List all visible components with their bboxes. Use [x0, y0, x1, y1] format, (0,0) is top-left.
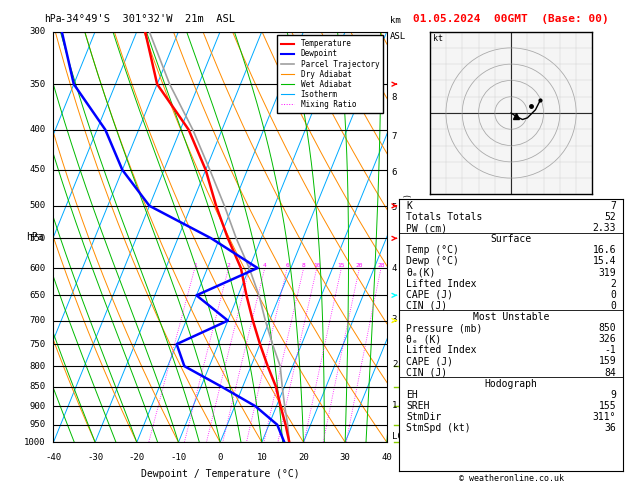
- Text: 600: 600: [29, 263, 45, 273]
- Text: Hodograph: Hodograph: [484, 379, 538, 389]
- Text: -1: -1: [604, 346, 616, 355]
- Text: StmSpd (kt): StmSpd (kt): [406, 423, 470, 433]
- Text: 450: 450: [29, 165, 45, 174]
- Text: Mixing Ratio (g/kg): Mixing Ratio (g/kg): [404, 193, 413, 281]
- Text: 319: 319: [598, 268, 616, 278]
- Text: 5: 5: [392, 203, 397, 212]
- Text: 2: 2: [226, 263, 230, 268]
- Text: Totals Totals: Totals Totals: [406, 212, 482, 222]
- Text: 6: 6: [392, 169, 397, 177]
- Text: 650: 650: [29, 291, 45, 300]
- Text: 8: 8: [392, 93, 397, 102]
- Text: LCL: LCL: [392, 432, 408, 441]
- Text: 30: 30: [340, 452, 350, 462]
- Text: Dewpoint / Temperature (°C): Dewpoint / Temperature (°C): [141, 469, 299, 479]
- Text: 8: 8: [302, 263, 306, 268]
- Text: 311°: 311°: [593, 412, 616, 422]
- Text: 20: 20: [298, 452, 309, 462]
- Text: 155: 155: [598, 401, 616, 411]
- Text: kt: kt: [433, 35, 443, 43]
- Text: 4: 4: [263, 263, 267, 268]
- Text: 36: 36: [604, 423, 616, 433]
- Text: 15.4: 15.4: [593, 257, 616, 266]
- Text: 9: 9: [610, 390, 616, 400]
- Text: θₑ(K): θₑ(K): [406, 268, 435, 278]
- Text: 0: 0: [610, 290, 616, 300]
- Text: 6: 6: [286, 263, 289, 268]
- Text: 7: 7: [392, 132, 397, 141]
- Legend: Temperature, Dewpoint, Parcel Trajectory, Dry Adiabat, Wet Adiabat, Isotherm, Mi: Temperature, Dewpoint, Parcel Trajectory…: [277, 35, 383, 113]
- Text: 3: 3: [248, 263, 252, 268]
- Text: 700: 700: [29, 316, 45, 325]
- Text: θₑ (K): θₑ (K): [406, 334, 442, 344]
- Text: 159: 159: [598, 356, 616, 366]
- Text: CIN (J): CIN (J): [406, 301, 447, 311]
- Text: 900: 900: [29, 402, 45, 411]
- Text: StmDir: StmDir: [406, 412, 442, 422]
- Text: 10: 10: [313, 263, 321, 268]
- Text: hPa: hPa: [26, 232, 44, 242]
- Text: Lifted Index: Lifted Index: [406, 346, 477, 355]
- Text: PW (cm): PW (cm): [406, 223, 447, 233]
- Text: 550: 550: [29, 234, 45, 243]
- Text: -20: -20: [129, 452, 145, 462]
- Text: 20: 20: [355, 263, 363, 268]
- Text: 4: 4: [392, 263, 397, 273]
- Text: CAPE (J): CAPE (J): [406, 356, 453, 366]
- Text: 15: 15: [338, 263, 345, 268]
- Text: 3: 3: [392, 315, 397, 324]
- Text: 850: 850: [29, 382, 45, 391]
- Text: CIN (J): CIN (J): [406, 367, 447, 378]
- Text: Pressure (mb): Pressure (mb): [406, 323, 482, 333]
- Text: 1: 1: [392, 401, 397, 410]
- Text: 28: 28: [377, 263, 385, 268]
- Text: 16.6: 16.6: [593, 245, 616, 255]
- Text: K: K: [406, 201, 412, 211]
- Text: 326: 326: [598, 334, 616, 344]
- Text: Temp (°C): Temp (°C): [406, 245, 459, 255]
- Text: 1: 1: [193, 263, 197, 268]
- Text: 0: 0: [218, 452, 223, 462]
- Text: hPa: hPa: [44, 14, 62, 24]
- Text: CAPE (J): CAPE (J): [406, 290, 453, 300]
- Text: Most Unstable: Most Unstable: [473, 312, 549, 322]
- Text: 500: 500: [29, 201, 45, 210]
- Text: © weatheronline.co.uk: © weatheronline.co.uk: [459, 474, 564, 483]
- Text: -30: -30: [87, 452, 103, 462]
- Text: 2: 2: [392, 360, 397, 369]
- Text: 10: 10: [257, 452, 267, 462]
- Text: Dewp (°C): Dewp (°C): [406, 257, 459, 266]
- Text: 84: 84: [604, 367, 616, 378]
- Text: 52: 52: [604, 212, 616, 222]
- Text: 950: 950: [29, 420, 45, 429]
- Text: 01.05.2024  00GMT  (Base: 00): 01.05.2024 00GMT (Base: 00): [413, 14, 609, 24]
- Text: Surface: Surface: [491, 234, 532, 244]
- Text: 0: 0: [610, 301, 616, 311]
- Text: SREH: SREH: [406, 401, 430, 411]
- Text: 40: 40: [381, 452, 392, 462]
- Text: km: km: [390, 17, 401, 25]
- Text: 800: 800: [29, 362, 45, 371]
- Text: Lifted Index: Lifted Index: [406, 278, 477, 289]
- Text: -34°49'S  301°32'W  21m  ASL: -34°49'S 301°32'W 21m ASL: [60, 14, 235, 24]
- Text: 750: 750: [29, 340, 45, 348]
- Text: -40: -40: [45, 452, 62, 462]
- Text: ASL: ASL: [390, 32, 406, 41]
- Text: 350: 350: [29, 80, 45, 88]
- Text: 1000: 1000: [24, 438, 45, 447]
- Text: 400: 400: [29, 125, 45, 134]
- Text: EH: EH: [406, 390, 418, 400]
- Text: 850: 850: [598, 323, 616, 333]
- Text: 300: 300: [29, 27, 45, 36]
- Text: -10: -10: [170, 452, 187, 462]
- Text: 7: 7: [610, 201, 616, 211]
- Text: 2.33: 2.33: [593, 223, 616, 233]
- Text: 2: 2: [610, 278, 616, 289]
